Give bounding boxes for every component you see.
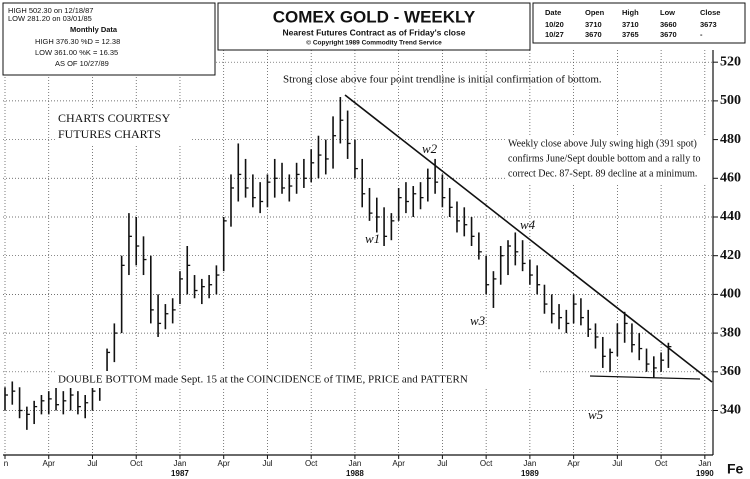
x-tick-label: Jul	[612, 459, 622, 468]
y-tick-label: 360	[720, 364, 741, 379]
x-tick-label: Jan	[523, 459, 536, 468]
wave-label: w2	[422, 141, 438, 156]
y-tick-label: 520	[720, 54, 741, 69]
info-line: Monthly Data	[70, 25, 118, 34]
subtitle: Nearest Futures Contract as of Friday's …	[283, 27, 466, 37]
info-line: HIGH 376.30 %D = 12.38	[35, 37, 120, 46]
table-cell: -	[700, 30, 703, 39]
y-tick-label: 380	[720, 325, 741, 340]
annotation: Weekly close above July swing high (391 …	[508, 138, 697, 149]
annotation: FUTURES CHARTS	[58, 127, 161, 141]
x-tick-label: Jul	[87, 459, 97, 468]
annotation: DOUBLE BOTTOM made Sept. 15 at the COINC…	[58, 374, 468, 386]
x-tick-label: Jan	[348, 459, 361, 468]
table-cell: 3765	[622, 30, 639, 39]
quote-table	[532, 2, 746, 44]
x-tick-label: Jul	[437, 459, 447, 468]
y-tick-label: 480	[720, 132, 741, 147]
wave-label: w4	[520, 217, 536, 232]
x-year-label: 1990	[696, 469, 714, 478]
y-tick-label: 460	[720, 171, 741, 186]
x-tick-label: Oct	[480, 459, 493, 468]
x-tick-label: Jan	[174, 459, 187, 468]
info-line: LOW 281.20 on 03/01/85	[8, 14, 92, 23]
info-line: AS OF 10/27/89	[55, 59, 109, 68]
x-year-label: 1989	[521, 469, 539, 478]
x-tick-label: n	[4, 459, 8, 468]
chart-title: COMEX GOLD - WEEKLY	[273, 7, 476, 26]
axis-labels: 340 360 380 400 420 440 460 480 500 520 n Apr Jul Oct…	[4, 54, 741, 478]
info-box	[2, 2, 216, 76]
table-header: Low	[660, 8, 675, 17]
x-tick-label: Oct	[655, 459, 668, 468]
annotation: confirms June/Sept double bottom and a r…	[508, 153, 700, 164]
table-cell: 3670	[660, 30, 677, 39]
price-bars	[4, 97, 672, 430]
x-tick-label: Apr	[392, 459, 405, 468]
x-tick-label: Oct	[130, 459, 143, 468]
info-line: LOW 361.00 %K = 16.35	[35, 48, 118, 57]
wave-label: w1	[365, 231, 380, 246]
trendline	[344, 94, 713, 383]
annotation: correct Dec. 87-Sept. 89 decline at a mi…	[508, 168, 697, 179]
x-tick-label: Apr	[217, 459, 230, 468]
label-bg	[55, 110, 190, 144]
table-header: Date	[545, 8, 561, 17]
x-year-label: 1987	[171, 469, 189, 478]
y-tick-label: 500	[720, 93, 741, 108]
table-cell: 3710	[585, 20, 602, 29]
info-line: HIGH 502.30 on 12/18/87	[8, 6, 93, 15]
x-tick-label: Jan	[698, 459, 711, 468]
table-cell: 3670	[585, 30, 602, 39]
table-header: High	[622, 8, 639, 17]
table-cell: 3710	[622, 20, 639, 29]
copyright: © Copyright 1989 Commodity Trend Service	[306, 39, 442, 47]
table-cell: 3673	[700, 20, 717, 29]
y-tick-label: 420	[720, 248, 741, 263]
table-cell: 10/27	[545, 30, 564, 39]
annotation: CHARTS COURTESY	[58, 111, 171, 125]
x-year-label: 1988	[346, 469, 364, 478]
annotation: Strong close above four point trendline …	[283, 74, 602, 86]
y-tick-label: 440	[720, 209, 741, 224]
title-box	[217, 2, 531, 51]
y-tick-label: 340	[720, 403, 741, 418]
table-cell: 3660	[660, 20, 677, 29]
corner-text: Fe	[727, 461, 744, 477]
x-tick-label: Jul	[262, 459, 272, 468]
table-cell: 10/20	[545, 20, 564, 29]
table-header: Close	[700, 8, 720, 17]
x-tick-label: Apr	[43, 459, 56, 468]
wave-label: w5	[588, 407, 604, 422]
label-bg	[505, 136, 712, 184]
wave-label: w3	[470, 313, 486, 328]
table-header: Open	[585, 8, 605, 17]
support-line	[589, 375, 701, 380]
label-bg	[55, 371, 540, 388]
x-tick-label: Oct	[305, 459, 318, 468]
x-tick-label: Apr	[567, 459, 580, 468]
y-tick-label: 400	[720, 287, 741, 302]
